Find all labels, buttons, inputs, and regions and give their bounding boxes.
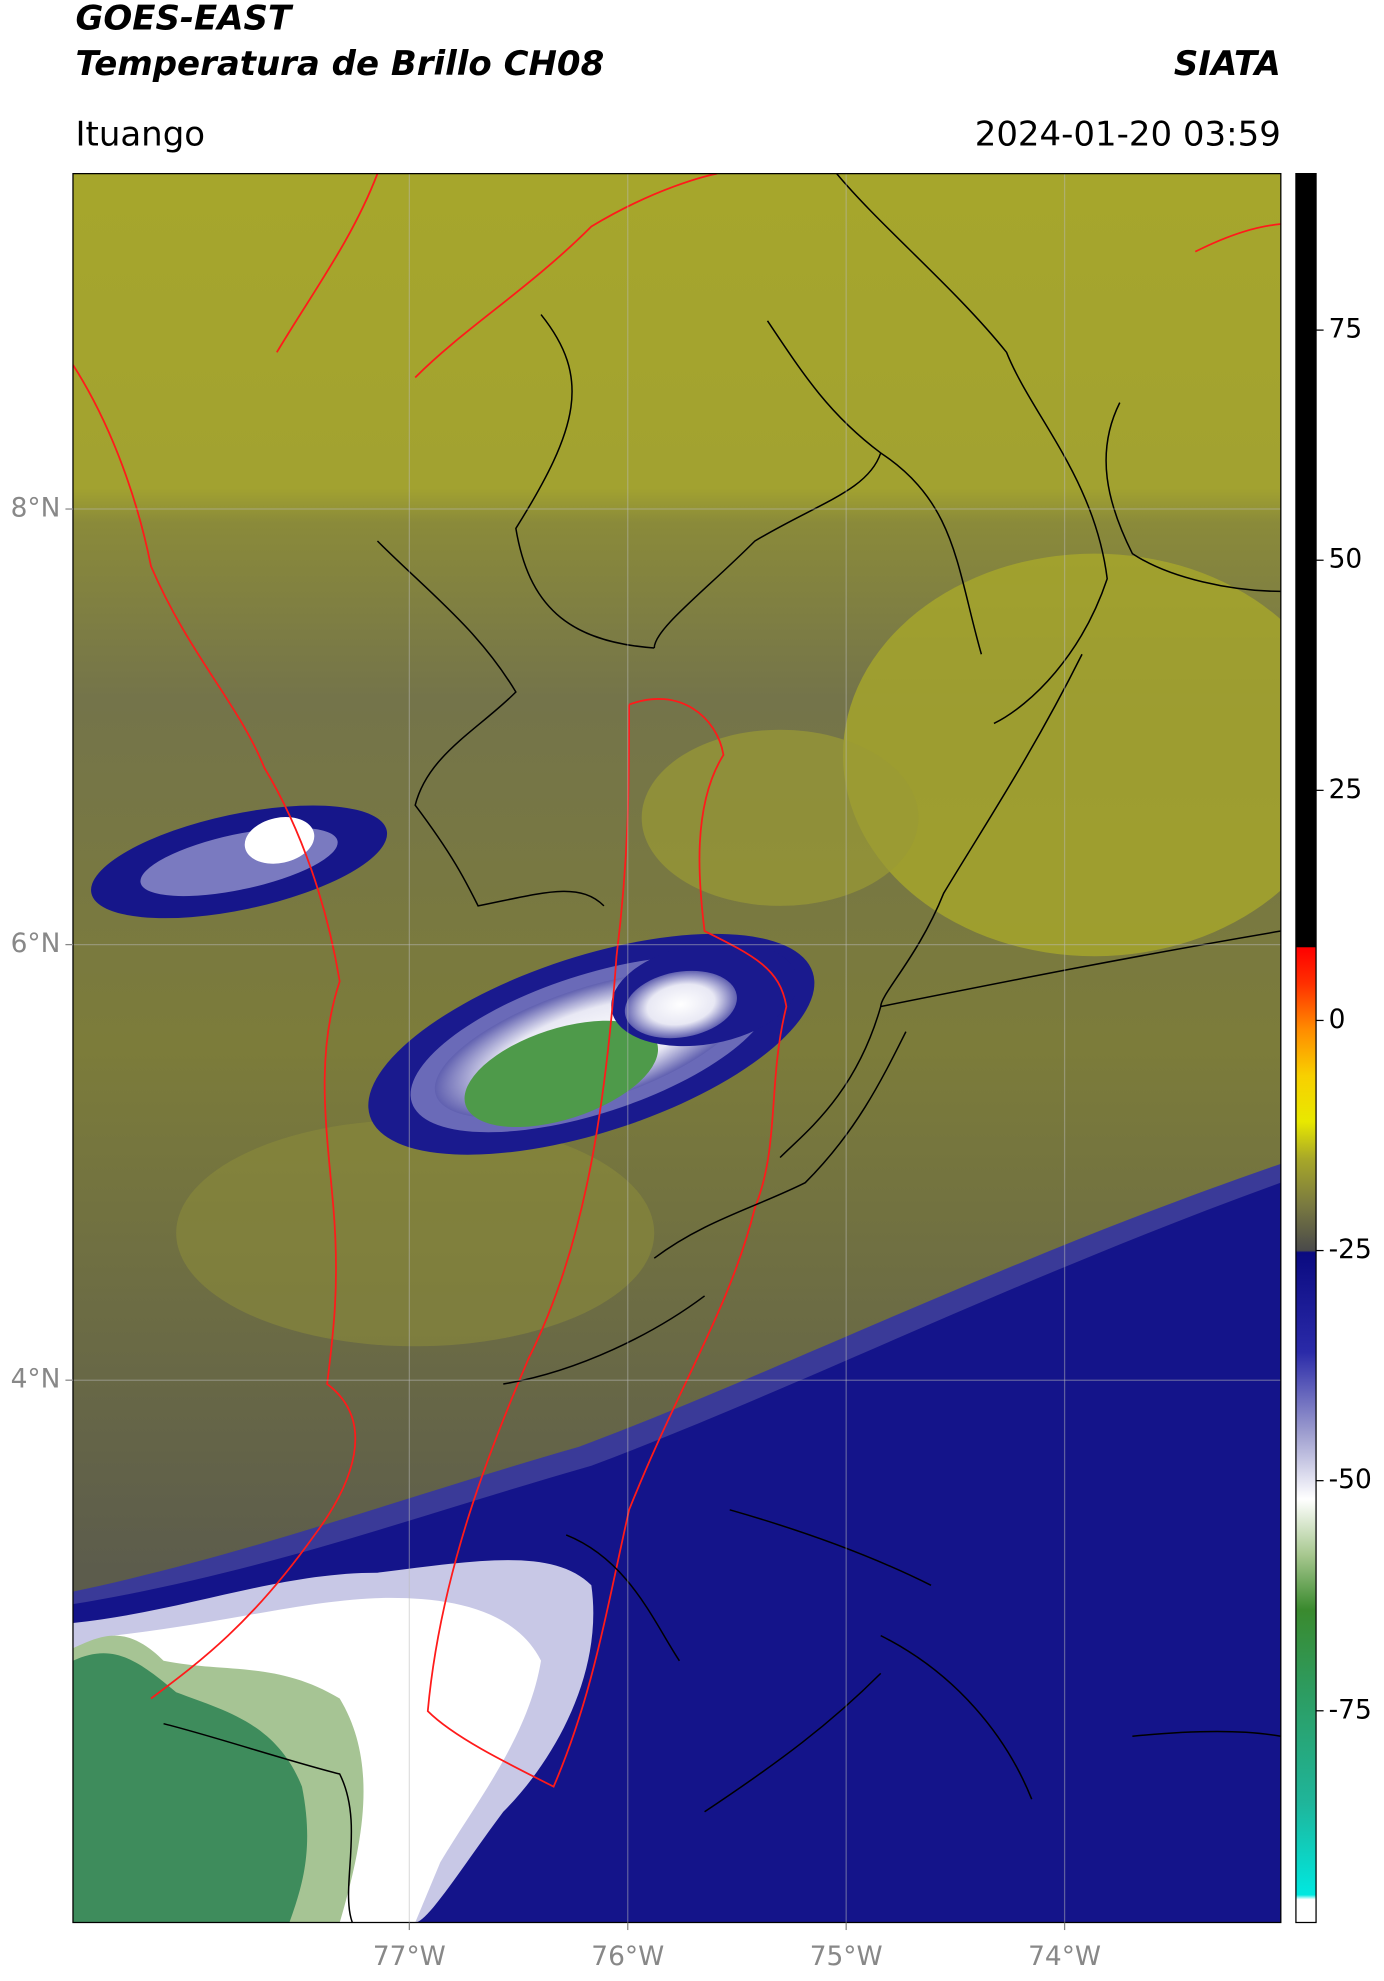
satellite-image [72,173,1281,1923]
colorbar-tick-label: -75 [1329,1694,1372,1725]
y-tick-label: 6°N [11,928,61,959]
subtitle: Temperatura de Brillo CH08 [75,44,604,84]
y-tick-label: 4°N [11,1364,61,1395]
location: Ituango [75,114,205,154]
y-tick-label: 8°N [11,493,61,524]
credit: SIATA [1174,44,1281,84]
x-tick-label: 75°W [810,1941,883,1972]
map-frame [72,172,1282,1924]
x-tick-label: 74°W [1028,1941,1101,1972]
colorbar-tick-label: 50 [1329,544,1363,575]
colorbar-tick-label: 0 [1329,1004,1346,1035]
colorbar-tick-label: 25 [1329,774,1363,805]
colorbar-tick-label: 75 [1329,314,1363,345]
x-tick-label: 76°W [591,1941,664,1972]
colorbar-tick-label: -50 [1329,1464,1372,1495]
timestamp: 2024-01-20 03:59 [975,114,1281,154]
colorbar [1295,172,1317,1924]
title: GOES-EAST [75,0,293,39]
x-tick-label: 77°W [373,1941,446,1972]
colorbar-tick-label: -25 [1329,1234,1372,1265]
